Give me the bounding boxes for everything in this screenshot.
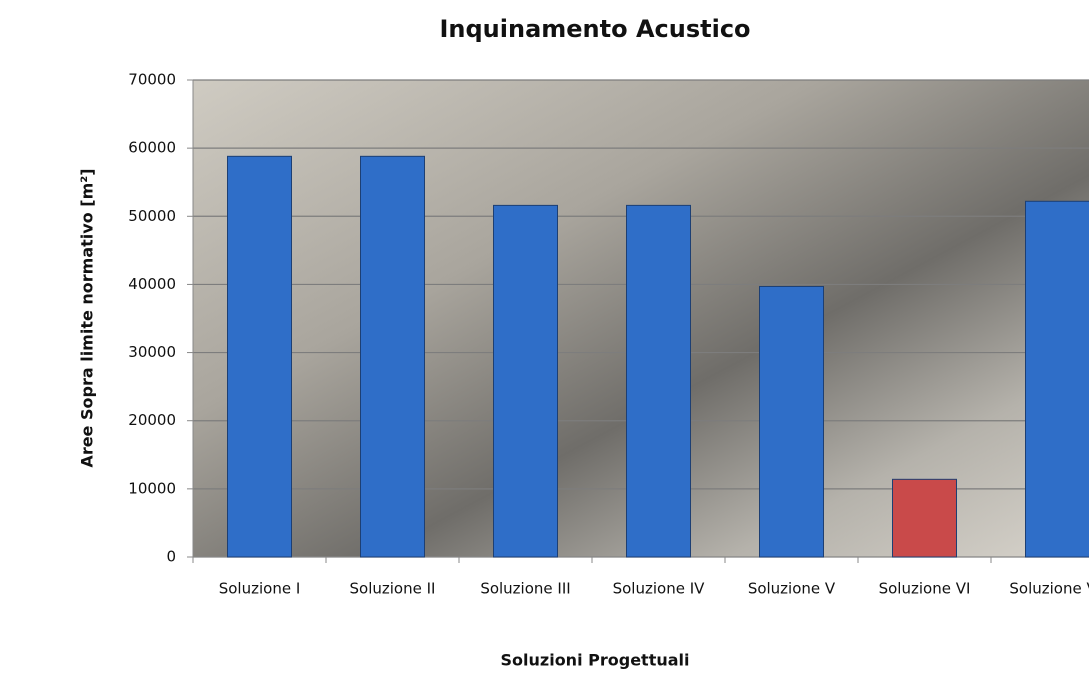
bar: [361, 156, 425, 557]
y-tick-label: 60000: [128, 139, 176, 157]
bar: [1026, 201, 1089, 557]
x-tick-label: Soluzione III: [480, 580, 570, 598]
y-tick-label: 10000: [128, 479, 176, 497]
bar: [760, 286, 824, 557]
bar: [627, 205, 691, 557]
bar: [494, 205, 558, 557]
x-tick-label: Soluzione VII: [1009, 580, 1089, 598]
x-tick-label: Soluzione II: [350, 580, 436, 598]
x-tick-label: Soluzione I: [219, 580, 301, 598]
y-tick-label: 70000: [128, 71, 176, 89]
x-axis-title: Soluzioni Progettuali: [501, 651, 690, 670]
y-tick-label: 30000: [128, 343, 176, 361]
x-tick-label: Soluzione IV: [613, 580, 706, 598]
y-tick-label: 40000: [128, 275, 176, 293]
y-tick-label: 0: [166, 548, 176, 566]
y-tick-label: 20000: [128, 411, 176, 429]
x-tick-label: Soluzione V: [748, 580, 836, 598]
bar: [893, 479, 957, 557]
x-tick-label: Soluzione VI: [879, 580, 971, 598]
bar: [228, 156, 292, 557]
y-axis-title: Aree Sopra limite normativo [m²]: [78, 168, 97, 467]
chart: Inquinamento Acustico Soluzioni Progettu…: [0, 0, 1089, 683]
y-tick-label: 50000: [128, 207, 176, 225]
chart-title: Inquinamento Acustico: [439, 15, 750, 43]
